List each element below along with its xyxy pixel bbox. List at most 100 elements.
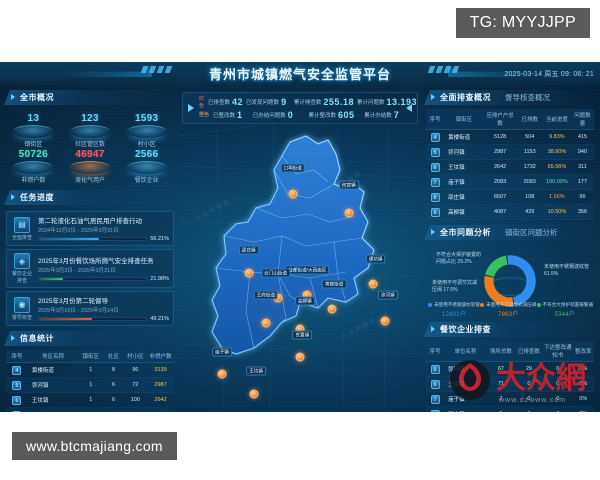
table-row[interactable]: 5 弥河镇 67 29 0 0% xyxy=(426,361,594,377)
cell-c1: 2083 xyxy=(483,174,517,190)
legend-label: 未使用不锈钢波纹软管 xyxy=(428,302,480,308)
map-marker-label[interactable]: 云门山街道 xyxy=(261,268,291,278)
map-marker-pin[interactable] xyxy=(368,279,378,289)
stat-value: 1 xyxy=(237,109,243,120)
donut-segment[interactable] xyxy=(484,275,514,307)
play-arrow-right-icon[interactable] xyxy=(406,104,412,112)
map-marker-label[interactable]: 王府街道 xyxy=(253,290,279,300)
play-arrow-left-icon[interactable] xyxy=(188,104,194,112)
map-marker-label[interactable]: 益都街道/大西庙区 xyxy=(285,265,330,275)
problem-analysis-chart: 不符合大保护装置的问题占比 29.2% 未使用不可调节式减压阀 17.5% 未使… xyxy=(424,244,596,318)
map-marker-pin[interactable] xyxy=(327,304,337,314)
map-marker-pin[interactable] xyxy=(295,352,305,362)
table-row[interactable]: 4 黄楼街道 1 8 96 3139 xyxy=(6,362,174,378)
table-row[interactable]: 7 庙子镇 7 0 0 0% xyxy=(426,391,594,407)
stat-item: 累计办结数 7 xyxy=(364,110,417,120)
survey-table[interactable]: 序号 镇街区 应排户户总数 已排数 当前进度 问题数量 4 黄楼街道 5128 504 9.83%… xyxy=(426,109,594,220)
map-marker-pin[interactable] xyxy=(244,268,254,278)
stat-label: 累计问题数 xyxy=(356,99,385,106)
cell-c2: 1732 xyxy=(516,159,543,175)
task-progress-percent: 56.21% xyxy=(150,236,169,242)
overview-cell[interactable]: 1593 村小区 xyxy=(119,113,174,148)
map-marker-pin[interactable] xyxy=(261,318,271,328)
overview-cell[interactable]: 46947 液化气用户 xyxy=(63,149,118,184)
cell-c4: 177 xyxy=(570,174,594,190)
info-stats-table[interactable]: 序号 地区名称 镇街区 社区 村小区 非燃户数 4 黄楼街道 1 8 96 3139 5 弥河镇 1 6 72… xyxy=(6,350,174,412)
overview-disc-icon xyxy=(13,161,54,174)
map-marker-label[interactable]: 谭坊镇 xyxy=(365,254,386,264)
stat-label: 已排查数 xyxy=(208,99,231,106)
table-row[interactable]: 7 庙子镇13682083 xyxy=(6,407,174,412)
section-subtab[interactable]: 镇街区问题分析 xyxy=(505,228,558,237)
task-progress-row: 56.21% xyxy=(38,236,169,242)
donut-legend-item[interactable]: 不符合大保护装置报警器 5344户 xyxy=(536,302,593,318)
bottom-watermark: www.btcmajiang.com xyxy=(12,432,177,460)
survey-table-wrap[interactable]: 序号 镇街区 应排户户总数 已排数 当前进度 问题数量 4 黄楼街道 5128 504 9.83%… xyxy=(424,109,596,220)
overview-cell[interactable]: 2566 餐饮企业 xyxy=(119,149,174,184)
map-marker-pin[interactable] xyxy=(217,369,227,379)
catering-table-wrap[interactable]: 序号 单位名称 场所总数 已排查数 下达整改通知书 整改率 5 弥河镇 67 29 0 0% 6 王坟镇… xyxy=(424,341,596,412)
clipboard-icon: ▤ xyxy=(14,216,30,233)
rank-badge: 6 xyxy=(12,395,22,405)
overview-value: 50726 xyxy=(18,149,48,160)
table-row[interactable]: 4 黄楼街道 5128 504 9.83% 415 xyxy=(426,129,594,145)
donut-segment[interactable] xyxy=(507,255,536,307)
cell-c3: 65.56% xyxy=(542,159,571,175)
map-marker-label[interactable]: 弥河镇 xyxy=(377,290,398,300)
donut-segment[interactable] xyxy=(485,255,508,278)
overview-cell[interactable]: 13 镇街区 xyxy=(6,113,61,148)
task-card[interactable]: ◉ 督导核查 2025年3月份第二轮督导 2025年3月10日 - 2025年3月14… xyxy=(6,291,174,326)
section-subtab[interactable]: 督导核查概况 xyxy=(505,93,550,102)
table-row[interactable]: 7 庙子镇 2083 2083 100.00% 177 xyxy=(426,174,594,190)
table-row[interactable]: 8 邵庄镇 6507 108 1.56% 96 xyxy=(426,189,594,205)
table-row[interactable]: 8邵庄镇3000% xyxy=(426,406,594,412)
info-stats-table-wrap[interactable]: 序号 地区名称 镇街区 社区 村小区 非燃户数 4 黄楼街道 1 8 96 3139 5 弥河镇 1 6 72… xyxy=(4,350,176,412)
map-marker-label[interactable]: 王坟镇 xyxy=(246,366,266,376)
cell-name: 王坟镇 xyxy=(444,159,484,175)
cell-c4: 96 xyxy=(570,189,594,205)
map-marker-label[interactable]: 口埠街道 xyxy=(280,163,305,173)
table-row[interactable]: 9 高柳镇 4087 429 10.50% 356 xyxy=(426,204,594,220)
task-icon-wrap: ◉ 督导核查 xyxy=(11,296,33,321)
map-marker-pin[interactable] xyxy=(249,389,259,399)
column-header: 单位名称 xyxy=(444,341,487,362)
stat-label: 累计办结数 xyxy=(364,112,392,119)
task-icon-caption: 餐饮企业排查 xyxy=(11,271,32,284)
map-marker-pin[interactable] xyxy=(288,189,298,199)
map-marker-label[interactable]: 黄楼街道 xyxy=(321,279,347,289)
task-card[interactable]: ◈ 餐饮企业排查 2025年3月份餐饮场所燃气安全排查任务 2025年3月3日 - 2… xyxy=(6,249,174,288)
map-area[interactable]: 口埠街道何官镇谭坊镇益都街道/大西庙区 云门山街道黄楼街道弥河镇 邵庄镇王府街道高柳… xyxy=(178,126,422,408)
map-marker-pin[interactable] xyxy=(344,208,354,218)
table-row[interactable]: 6 王坟镇 2642 1732 65.56% 311 xyxy=(426,159,594,175)
rank-badge: 5 xyxy=(12,380,22,390)
table-row[interactable]: 6 王坟镇 1 6 100 2642 xyxy=(6,392,174,408)
overview-cell[interactable]: 123 社区管区数 xyxy=(63,113,118,148)
task-card[interactable]: ▤ 全面排查 第二轮液化石油气居民用户排查行动 2024年12月2日 - 2025年3… xyxy=(6,211,174,246)
task-icon-wrap: ▤ 全面排查 xyxy=(11,216,33,241)
table-row[interactable]: 5 弥河镇 1 6 72 2987 xyxy=(6,377,174,393)
cell-c3: 0 xyxy=(542,376,573,392)
column-header: 镇街区 xyxy=(444,109,484,130)
cell-c1: 1 xyxy=(78,362,104,378)
stat-label: 累计整改数 xyxy=(308,112,337,119)
map-marker-pin[interactable] xyxy=(380,316,390,326)
donut-legend-item[interactable]: 未使用不可调竹式减压阀 7863户 xyxy=(479,302,537,318)
cell-c3: 0 xyxy=(542,361,573,377)
map-marker-label[interactable]: 庙子镇 xyxy=(212,347,232,357)
cell-c2: 6 xyxy=(103,377,124,393)
cell-c1: 5128 xyxy=(483,129,517,145)
map-marker-label[interactable]: 东夏镇 xyxy=(292,330,313,340)
donut-chart-svg[interactable] xyxy=(479,250,541,312)
table-header-row: 序号 地区名称 镇街区 社区 村小区 非燃户数 xyxy=(6,350,174,363)
map-marker-label[interactable]: 邵庄镇 xyxy=(238,245,259,255)
section-title: 信息统计 xyxy=(20,334,54,343)
catering-table[interactable]: 序号 单位名称 场所总数 已排查数 下达整改通知书 整改率 5 弥河镇 67 29 0 0% 6 王坟镇… xyxy=(426,341,594,412)
donut-legend-item[interactable]: 未使用不锈钢波纹软管 12401户 xyxy=(428,302,480,318)
map-marker-label[interactable]: 高柳镇 xyxy=(294,296,315,306)
table-row[interactable]: 5 弥河镇 2987 1153 38.60% 940 xyxy=(426,144,594,160)
table-row[interactable]: 6 王坟镇 71 0 0 0% xyxy=(426,376,594,392)
map-marker-label[interactable]: 何官镇 xyxy=(338,180,359,190)
overview-cell[interactable]: 50726 非燃户数 xyxy=(6,149,61,184)
overview-label: 村小区 xyxy=(137,142,156,148)
task-progress-row: 21.98% xyxy=(38,276,169,282)
